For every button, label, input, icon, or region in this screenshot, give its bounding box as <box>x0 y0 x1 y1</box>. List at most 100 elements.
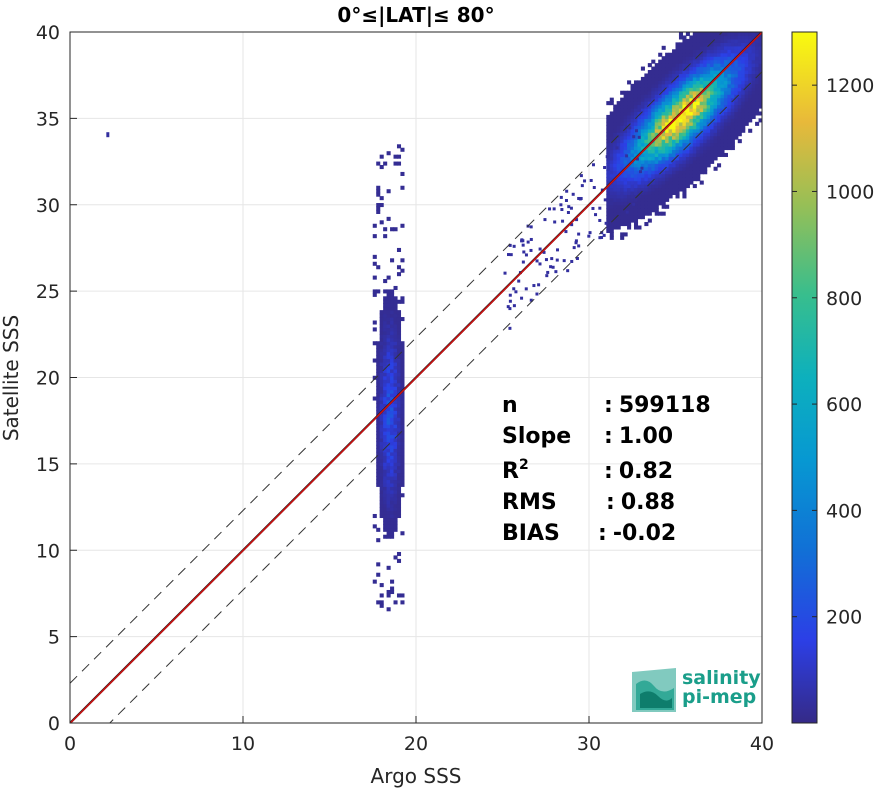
density-cell <box>661 166 666 171</box>
density-cell <box>633 83 639 88</box>
density-cell <box>613 170 618 175</box>
density-cell <box>661 59 666 64</box>
density-cell <box>372 358 377 363</box>
density-cell <box>630 152 635 157</box>
density-cell <box>623 146 628 151</box>
density-cell <box>668 70 673 75</box>
density-cell <box>647 139 652 144</box>
density-cell <box>393 517 398 522</box>
density-cell <box>668 135 673 140</box>
density-cell <box>758 35 762 40</box>
density-cell <box>685 170 690 175</box>
density-cell <box>376 479 381 484</box>
density-cell <box>651 108 656 113</box>
density-cell <box>620 222 625 227</box>
density-cell <box>598 236 602 240</box>
density-cell <box>717 52 722 57</box>
density-cell <box>613 132 618 137</box>
density-cell <box>640 76 645 81</box>
density-cell <box>623 132 628 137</box>
density-cell <box>633 108 639 113</box>
density-cell <box>692 49 697 54</box>
density-cell <box>755 38 760 43</box>
density-cell <box>620 132 625 137</box>
density-cell <box>755 59 760 64</box>
density-cell <box>651 111 656 116</box>
density-cell <box>508 326 512 330</box>
density-cell <box>741 45 746 50</box>
density-cell <box>689 149 694 154</box>
density-cell <box>623 218 628 223</box>
density-cell <box>730 76 735 81</box>
density-cell <box>685 42 690 47</box>
density-cell <box>396 475 402 481</box>
density-cell <box>609 228 614 233</box>
density-cell <box>376 382 381 387</box>
density-cell <box>737 139 742 144</box>
density-cell <box>383 410 388 415</box>
density-cell <box>661 177 666 182</box>
density-cell <box>737 80 742 85</box>
density-cell <box>627 139 632 144</box>
density-cell <box>755 90 760 95</box>
density-cell <box>658 135 663 140</box>
density-cell <box>685 45 690 50</box>
density-cell <box>390 524 395 529</box>
density-cell <box>620 184 625 189</box>
density-cell <box>623 118 628 123</box>
density-cell <box>730 90 735 95</box>
density-cell <box>620 125 625 130</box>
density-cell <box>630 190 635 195</box>
density-cell <box>661 187 666 192</box>
density-cell <box>390 513 395 519</box>
density-cell <box>654 118 659 123</box>
density-cell <box>661 70 666 75</box>
density-cell <box>685 56 690 61</box>
density-cell <box>706 128 711 133</box>
density-cell <box>685 32 690 37</box>
density-cell <box>400 147 405 152</box>
density-cell <box>625 154 629 158</box>
density-cell <box>651 132 656 137</box>
density-cell <box>379 420 384 425</box>
density-cell <box>758 63 762 68</box>
density-cell <box>376 465 381 470</box>
density-cell <box>685 139 690 144</box>
density-cell <box>723 87 728 92</box>
density-cell <box>390 361 395 367</box>
density-cell <box>393 327 398 332</box>
density-cell <box>720 87 725 92</box>
density-cell <box>692 59 697 64</box>
density-cell <box>703 42 708 47</box>
density-cell <box>678 73 684 78</box>
density-cell <box>696 152 701 157</box>
density-cell <box>727 121 732 126</box>
density-cell <box>661 56 666 61</box>
density-cell <box>665 152 670 157</box>
density-cell <box>675 59 680 64</box>
density-cell <box>720 49 725 54</box>
density-cell <box>383 455 388 460</box>
density-cell <box>692 70 697 75</box>
density-cell <box>654 159 659 164</box>
density-cell <box>379 406 384 411</box>
density-cell <box>390 475 395 481</box>
density-cell <box>396 247 402 252</box>
density-cell <box>678 104 684 109</box>
density-cell <box>748 52 753 57</box>
density-cell <box>672 52 677 57</box>
density-cell <box>668 63 673 68</box>
density-cell <box>379 368 384 373</box>
density-cell <box>675 66 680 71</box>
density-cell <box>717 76 722 81</box>
density-cell <box>696 104 701 109</box>
density-cell <box>379 310 384 315</box>
density-cell <box>675 180 680 185</box>
density-cell <box>717 83 722 88</box>
density-cell <box>717 125 722 130</box>
density-cell <box>613 166 618 171</box>
density-cell <box>627 149 632 154</box>
density-cell <box>609 222 614 227</box>
density-cell <box>668 90 673 95</box>
